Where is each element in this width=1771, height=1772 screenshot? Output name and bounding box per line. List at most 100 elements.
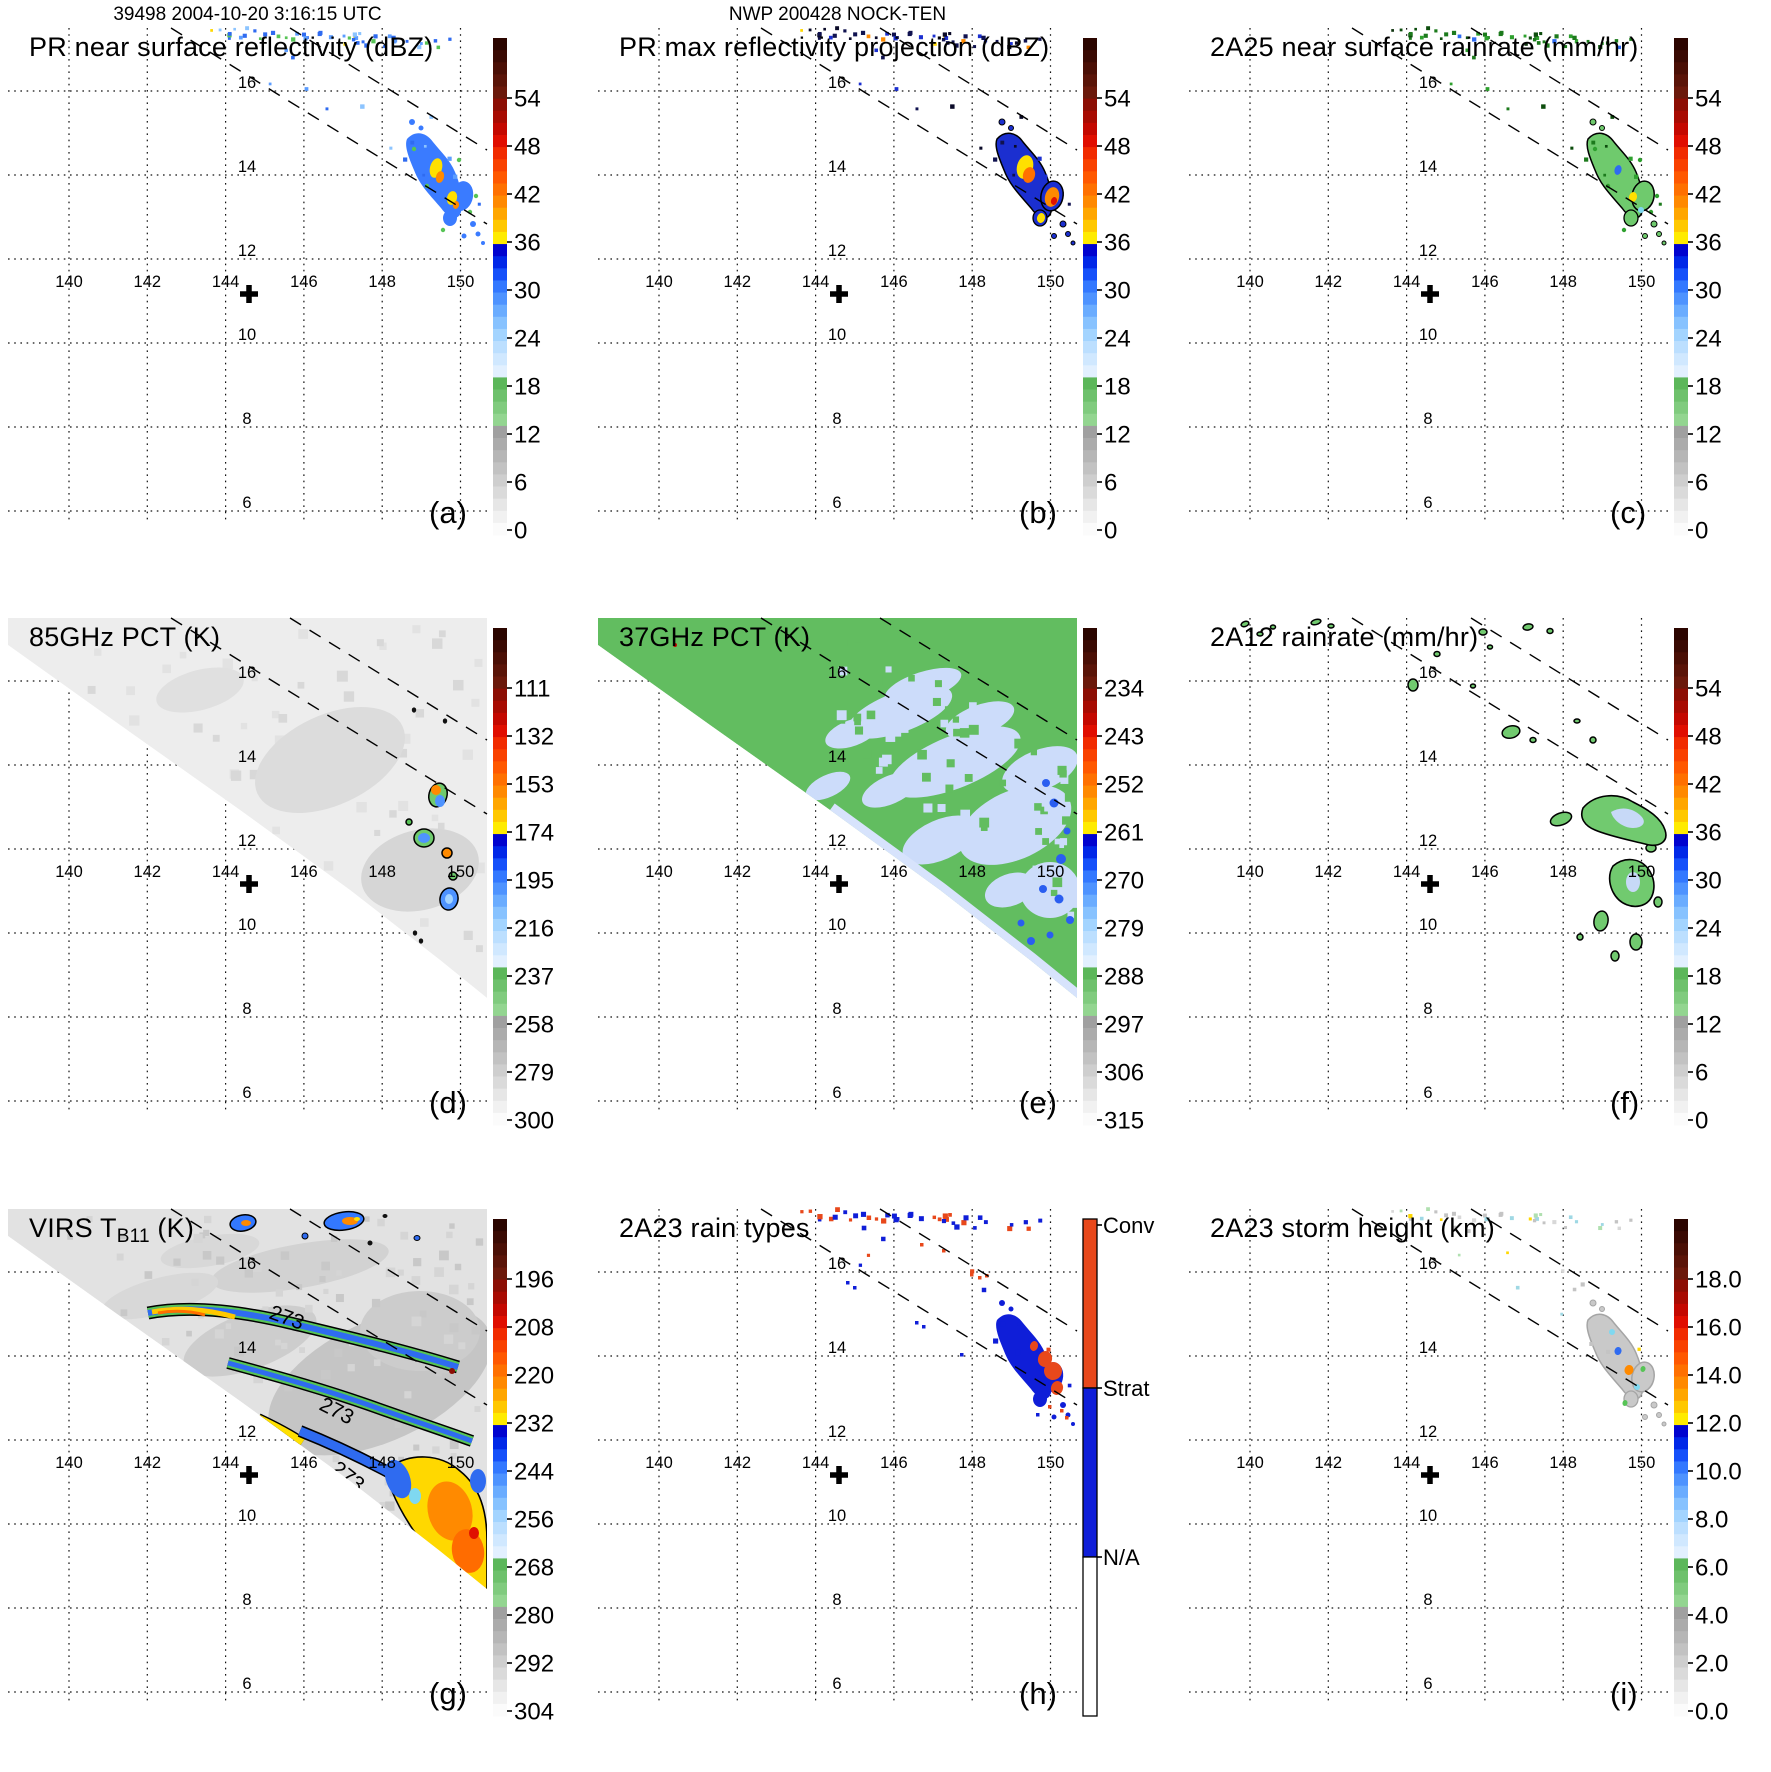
lon-tick-label: 150 [1628,863,1656,881]
colorbar-segment [1083,389,1097,403]
data-pixel [1606,1349,1611,1354]
colorbar-tick [1688,687,1693,689]
colorbar-segment [1674,688,1688,702]
colorbar-tick-label: 279 [514,1060,554,1087]
data-pixel [978,1276,982,1280]
colorbar-tick [1097,975,1102,977]
data-pixel [1542,1221,1546,1225]
panel-title: 37GHz PCT (K) [619,622,811,652]
data-pixel [393,39,398,43]
lat-tick-label: 14 [238,748,256,766]
rainband-dot [1589,118,1597,126]
data-pixel [411,1276,421,1285]
data-pixel [462,749,473,760]
lat-tick-label: 14 [1419,158,1437,176]
data-pixel [347,1364,355,1372]
colorbar-tick [1688,975,1693,977]
data-pixel [1061,896,1069,904]
lon-tick-label: 150 [1037,1454,1065,1472]
colorbar-tick-label: 237 [514,964,554,991]
colorbar-segment [1083,353,1097,366]
colorbar-segment [493,761,507,774]
colorbar-segment [1083,486,1097,500]
data-pixel [1484,1217,1489,1222]
data-pixel [1444,32,1449,37]
lon-tick-label: 146 [880,273,908,291]
data-pixel [967,714,974,721]
data-pixel [1067,911,1075,919]
data-pixel [983,39,988,43]
colorbar-segment [493,389,507,403]
colorbar-segment [493,834,507,847]
data-pixel [291,55,295,60]
colorbar-segment [1083,1064,1097,1077]
data-pixel [443,1334,454,1344]
panel-i: 140 142 144 146 148 150 16 14 12 10 8 6 18.0 16.0 14.0… [1181,1181,1771,1772]
data-pixel [983,1220,988,1225]
data-pixel [278,714,288,723]
pr-swath-edge-line [1470,617,1669,741]
colorbar-segment [493,486,507,500]
data-pixel [398,748,408,758]
rainband-core [1628,192,1638,202]
data-pixel [808,28,812,32]
colorbar-tick-label: 243 [1104,724,1144,751]
colorbar-segment [493,943,507,956]
data-pixel [1554,34,1559,39]
data-pixel [891,1213,897,1219]
map-b: 140 142 144 146 148 150 16 14 12 10 8 6 54 48 42 36 30 24… [598,26,1131,545]
colorbar-segment [1674,1412,1688,1426]
colorbar-segment [493,797,507,811]
data-pixel [475,945,483,953]
data-pixel [415,709,425,718]
lon-tick-label: 144 [1393,863,1421,881]
data-pixel [398,800,409,811]
data-pixel [295,31,299,36]
colorbar-segment [493,219,507,233]
colorbar-tick [507,735,512,737]
data-pixel [1035,828,1042,835]
data-pixel [828,35,833,40]
pct-cold-spot [1066,916,1074,924]
colorbar-tick-label: 12.0 [1695,1411,1742,1438]
colorbar-tick-label: 36 [1695,820,1722,847]
colorbar-segment [493,967,507,980]
data-pixel [377,1218,385,1227]
colorbar-segment [493,870,507,883]
data-pixel [1482,32,1488,37]
colorbar-tick [1097,831,1102,833]
colorbar-segment [1674,1594,1688,1608]
colorbar-segment [1083,870,1097,883]
colorbar-tick-label: 18 [1695,374,1722,401]
data-pixel [204,1215,212,1224]
storm-center-marker [240,285,258,303]
data-pixel [1408,1217,1412,1221]
pct-cold-spot [1042,779,1050,787]
colorbar-tick-label: 280 [514,1603,554,1630]
colorbar-segment [1674,147,1688,160]
colorbar-segment [1674,979,1688,993]
lon-tick-label: 144 [212,273,240,291]
rainband-dot [1051,1414,1057,1420]
colorbar-segment [1674,1643,1688,1656]
pct-cool-patch [958,785,1072,865]
data-pixel [272,826,280,835]
colorbar-segment [493,1643,507,1656]
data-pixel [860,1211,867,1217]
data-pixel [1523,34,1527,38]
data-pixel [944,1217,949,1222]
colorbar-tick [1097,145,1102,147]
colorbar-segment [1674,231,1688,245]
data-pixel [471,698,480,707]
data-pixel [1037,156,1042,161]
data-blob [354,1217,360,1221]
colorbar-segment [493,1243,507,1256]
map-i: 140 142 144 146 148 150 16 14 12 10 8 6 18.0 16.0 14.0… [1189,1207,1742,1726]
rainband-dot [475,231,481,237]
data-blob [398,950,404,956]
data-pixel [1048,1405,1052,1409]
data-pixel [838,666,848,676]
lon-tick-label: 142 [134,273,162,291]
colorbar-tick-label: 196 [514,1267,554,1294]
data-pixel [301,32,307,37]
